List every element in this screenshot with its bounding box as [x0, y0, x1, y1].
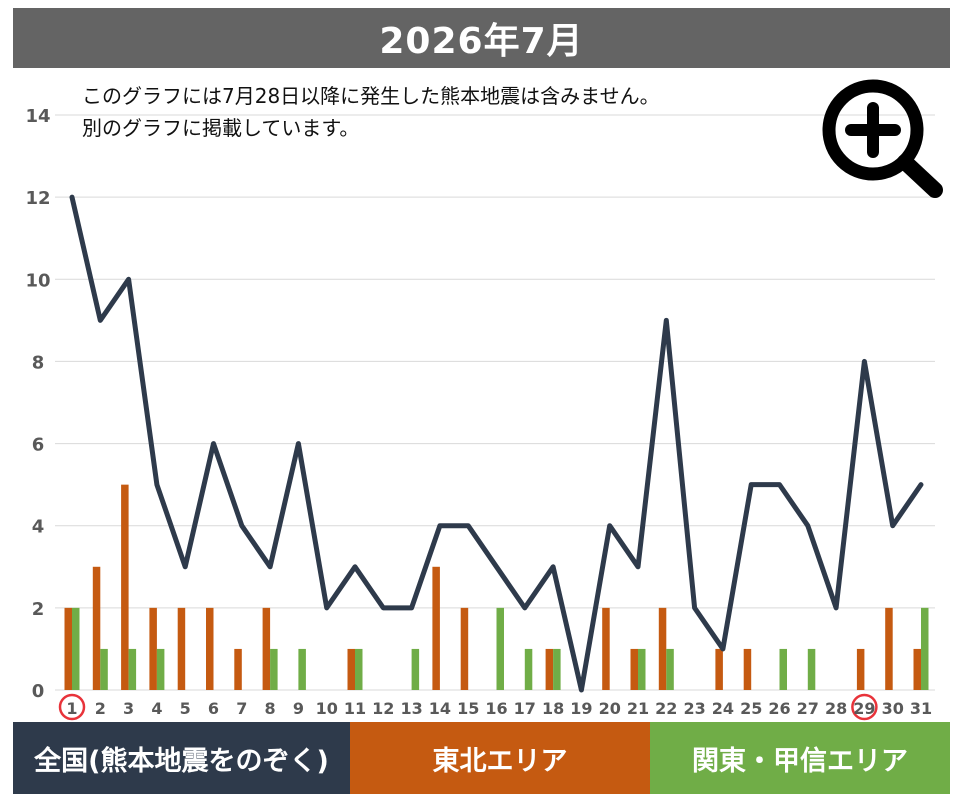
x-tick-label: 2 — [95, 699, 106, 718]
bar-kanto — [921, 607, 929, 690]
note-line-2: 別のグラフに掲載しています。 — [82, 116, 360, 140]
x-tick-label: 14 — [429, 699, 451, 718]
bar-tohoku — [92, 566, 101, 690]
bar-tohoku — [913, 648, 921, 690]
x-tick-label: 23 — [683, 699, 705, 718]
x-tick-label: 21 — [627, 699, 649, 718]
x-tick-label: 10 — [316, 699, 338, 718]
bar-kanto — [100, 648, 108, 690]
highlight-circle — [851, 693, 878, 721]
bar-kanto — [270, 648, 278, 690]
bar-kanto — [779, 648, 787, 690]
zoom-in-icon — [822, 79, 943, 198]
legend-national-label: 全国(熊本地震をのぞく) — [34, 745, 329, 777]
bar-tohoku — [64, 607, 72, 690]
x-tick-label: 12 — [372, 699, 394, 718]
bar-kanto — [666, 648, 674, 690]
x-tick-label: 3 — [123, 699, 134, 718]
x-tick-label: 28 — [825, 699, 847, 718]
x-tick-label: 24 — [712, 699, 734, 718]
x-tick-label: 15 — [457, 699, 479, 718]
x-tick-label: 7 — [236, 699, 247, 718]
bar-tohoku — [715, 648, 723, 690]
legend-national: 全国(熊本地震をのぞく) — [13, 722, 350, 794]
bar-tohoku — [545, 648, 554, 690]
y-tick-label: 4 — [32, 517, 45, 538]
bar-tohoku — [347, 648, 355, 690]
bar-kanto — [298, 648, 306, 690]
y-tick-label: 0 — [32, 681, 45, 702]
bar-tohoku — [262, 607, 271, 690]
x-tick-label: 25 — [740, 699, 762, 718]
x-tick-label: 30 — [882, 699, 904, 718]
bar-kanto — [355, 648, 363, 690]
bar-tohoku — [630, 648, 638, 690]
legend-kanto: 関東・甲信エリア — [650, 722, 950, 794]
x-tick-label: 5 — [180, 699, 191, 718]
y-tick-label: 8 — [32, 352, 45, 373]
bar-tohoku — [121, 484, 129, 690]
bar-tohoku — [658, 607, 667, 690]
bar-kanto — [128, 648, 137, 690]
legend-kanto-label: 関東・甲信エリア — [692, 745, 908, 777]
x-tick-label: 26 — [768, 699, 790, 718]
line-national — [69, 194, 924, 693]
highlight-circle — [58, 693, 86, 721]
bar-tohoku — [856, 648, 865, 690]
x-tick-label: 20 — [599, 699, 621, 718]
y-tick-label: 14 — [25, 106, 50, 127]
bar-tohoku — [234, 648, 242, 690]
bar-tohoku — [206, 607, 214, 690]
legend: 全国(熊本地震をのぞく) 東北エリア 関東・甲信エリア — [13, 722, 950, 794]
bar-tohoku — [432, 566, 440, 690]
bar-kanto — [72, 607, 80, 690]
bar-tohoku — [149, 607, 157, 690]
x-tick-label: 13 — [400, 699, 422, 718]
bar-tohoku — [743, 648, 752, 690]
y-tick-label: 6 — [32, 435, 45, 456]
bar-kanto — [411, 648, 420, 690]
bar-tohoku — [177, 607, 186, 690]
y-tick-label: 2 — [32, 599, 45, 620]
chart-title: 2026年7月 — [13, 8, 950, 68]
bar-tohoku — [885, 607, 893, 690]
x-tick-label: 16 — [485, 699, 507, 718]
bar-tohoku — [602, 607, 610, 690]
bar-tohoku — [460, 607, 469, 690]
chart-note: このグラフには7月28日以降に発生した熊本地震は含みません。 別のグラフに掲載し… — [82, 80, 660, 144]
x-tick-label: 29 — [853, 699, 875, 718]
x-tick-label: 11 — [344, 699, 366, 718]
bar-kanto — [156, 648, 165, 690]
y-tick-label: 12 — [25, 188, 50, 209]
x-tick-label: 17 — [514, 699, 536, 718]
x-tick-label: 6 — [208, 699, 219, 718]
legend-tohoku-label: 東北エリア — [432, 745, 568, 777]
x-tick-label: 18 — [542, 699, 564, 718]
x-tick-label: 9 — [293, 699, 304, 718]
zoom-in-button[interactable] — [815, 72, 945, 200]
bar-kanto — [638, 648, 646, 690]
x-tick-label: 27 — [797, 699, 819, 718]
x-tick-label: 22 — [655, 699, 677, 718]
bar-kanto — [553, 648, 561, 690]
y-tick-label: 10 — [25, 270, 50, 291]
note-line-1: このグラフには7月28日以降に発生した熊本地震は含みません。 — [82, 84, 660, 108]
bar-kanto — [807, 648, 816, 690]
x-tick-label: 31 — [910, 699, 932, 718]
x-tick-label: 1 — [66, 699, 77, 718]
x-tick-label: 8 — [265, 699, 276, 718]
bar-kanto — [524, 648, 533, 690]
legend-tohoku: 東北エリア — [350, 722, 650, 794]
x-tick-label: 4 — [151, 699, 162, 718]
bar-kanto — [496, 607, 504, 690]
x-tick-label: 19 — [570, 699, 592, 718]
